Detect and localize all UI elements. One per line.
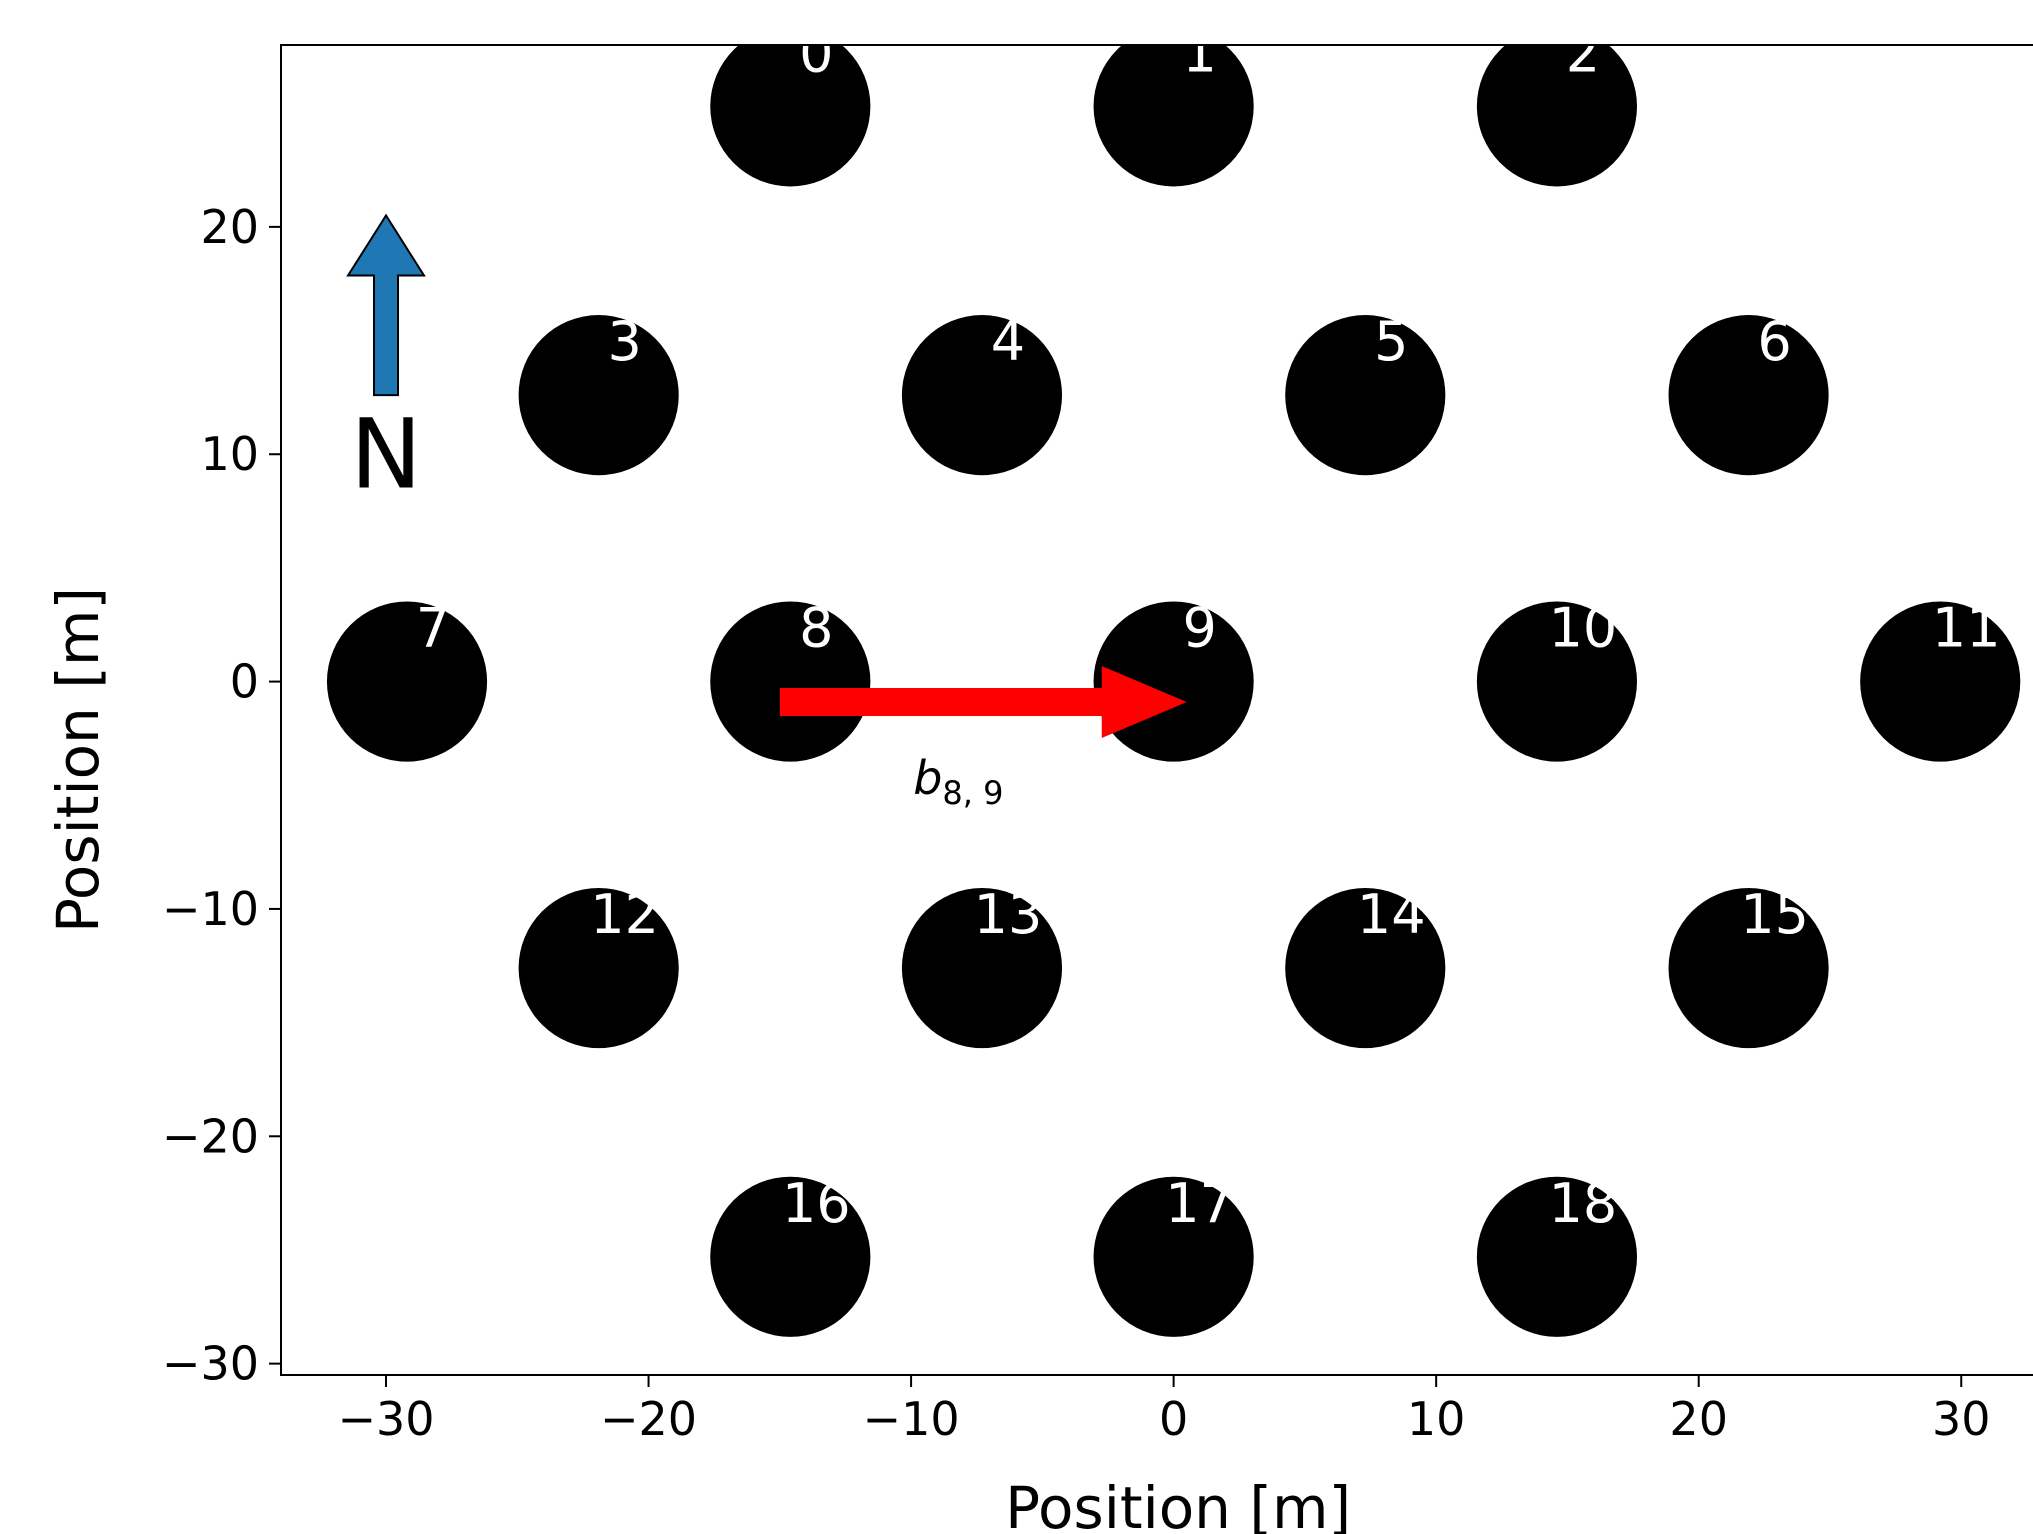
- antenna-18: [1476, 1176, 1638, 1337]
- baseline-label-base: b: [913, 751, 942, 805]
- antenna-2: [1476, 45, 1637, 187]
- antenna-12: [518, 887, 679, 1049]
- antenna-17: [1093, 1176, 1254, 1337]
- x-axis-label: Position [m]: [1005, 1474, 1351, 1534]
- antenna-14: [1285, 887, 1446, 1049]
- y-tick-label: 0: [230, 655, 259, 709]
- antenna-label: 4: [991, 310, 1025, 373]
- antenna-label: 13: [974, 883, 1043, 946]
- antenna-label: 7: [416, 597, 450, 660]
- antenna-label: 11: [1932, 597, 2001, 660]
- antenna-label: 3: [607, 310, 641, 373]
- antenna-label: 1: [1182, 21, 1216, 84]
- antenna-label: 12: [590, 883, 659, 946]
- antenna-label: 18: [1549, 1172, 1618, 1235]
- y-tick-label: −20: [162, 1109, 259, 1163]
- baseline-label-subscript: 8, 9: [942, 774, 1003, 812]
- antenna-label: 2: [1566, 21, 1600, 84]
- antenna-label: 10: [1549, 597, 1618, 660]
- antenna-5: [1285, 315, 1446, 476]
- antenna-10: [1476, 601, 1638, 762]
- baseline-label: b8, 9: [913, 751, 1003, 812]
- axis-ticks: −30 −20 −10 0 10 20 30 −30 −20 −10 0 10 20: [162, 200, 1991, 1446]
- x-tick-label: 20: [1669, 1392, 1728, 1446]
- axes-frame: [280, 44, 2033, 1376]
- x-tick-label: −10: [863, 1392, 960, 1446]
- antenna-11: [1860, 601, 2021, 762]
- y-axis-label: Position [m]: [44, 587, 112, 933]
- x-tick-label: −30: [337, 1392, 434, 1446]
- antenna-label: 9: [1182, 597, 1216, 660]
- x-tick-label: 30: [1932, 1392, 1991, 1446]
- y-tick-label: 10: [200, 427, 259, 481]
- antenna-label: 5: [1374, 310, 1408, 373]
- antenna-4: [901, 315, 1063, 476]
- antenna-label: 14: [1357, 883, 1426, 946]
- antenna-1: [1093, 45, 1254, 187]
- antenna-label: 8: [799, 597, 833, 660]
- antenna-6: [1668, 315, 1829, 476]
- antenna-15: [1668, 887, 1829, 1049]
- y-tick-label: −10: [162, 882, 259, 936]
- x-tick-label: 10: [1407, 1392, 1466, 1446]
- antenna-7: [326, 601, 488, 762]
- y-tick-label: −30: [162, 1337, 259, 1391]
- north-label: N: [350, 398, 422, 510]
- y-tick-label: 20: [200, 200, 259, 254]
- antenna-label: 0: [799, 21, 833, 84]
- antenna-label: 15: [1740, 883, 1809, 946]
- antenna-0: [710, 45, 871, 187]
- antenna-13: [901, 887, 1063, 1049]
- antenna-label: 6: [1757, 310, 1791, 373]
- antenna-8: [710, 601, 871, 762]
- antenna-label: 17: [1165, 1172, 1234, 1235]
- x-tick-label: −20: [600, 1392, 697, 1446]
- x-tick-label: 0: [1159, 1392, 1188, 1446]
- antenna-16: [710, 1176, 871, 1337]
- antenna-3: [518, 315, 679, 476]
- north-arrow-icon: [346, 213, 426, 397]
- baseline-arrow: [779, 666, 1187, 739]
- antenna-label: 16: [782, 1172, 851, 1235]
